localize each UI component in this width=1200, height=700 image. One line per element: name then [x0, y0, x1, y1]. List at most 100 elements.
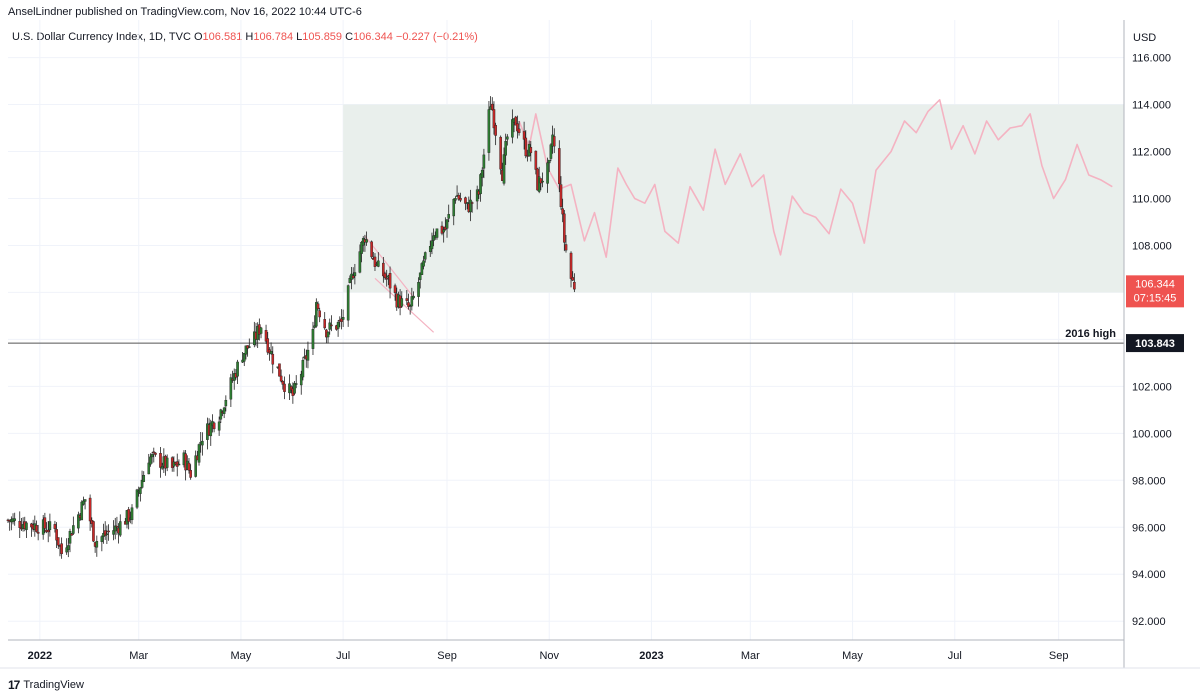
candle-body: [92, 521, 95, 542]
candle-body: [423, 252, 427, 260]
candle-body: [547, 159, 551, 164]
candle: [452, 198, 456, 226]
candle: [113, 517, 117, 540]
candle-body: [571, 277, 575, 281]
candle: [36, 524, 40, 541]
candle-body: [336, 322, 340, 329]
candle-body: [382, 262, 385, 277]
candle: [480, 167, 484, 187]
candle-body: [348, 278, 352, 283]
y-axis-unit: USD: [1133, 32, 1156, 44]
low-value: 105.859: [302, 31, 343, 43]
candle: [149, 453, 152, 467]
candle: [46, 521, 50, 543]
candle: [552, 128, 556, 154]
candle: [127, 506, 130, 530]
candle-body: [236, 361, 239, 377]
candle-body: [197, 444, 201, 463]
candle: [573, 273, 576, 293]
x-tick-label: 2022: [28, 650, 52, 662]
candle-body: [139, 487, 142, 494]
candle: [222, 406, 226, 419]
open-label: O: [193, 31, 203, 43]
candle: [140, 470, 144, 489]
candle: [539, 178, 543, 191]
candle: [77, 511, 80, 534]
candle: [336, 320, 340, 337]
candle: [318, 307, 321, 323]
candle: [487, 100, 491, 161]
candle-body: [259, 327, 263, 334]
candle: [464, 196, 467, 211]
candle-body: [340, 318, 343, 322]
candle: [83, 499, 87, 510]
candle: [278, 363, 281, 377]
candle-body: [360, 242, 363, 254]
candle-body: [517, 128, 521, 134]
candle: [293, 380, 296, 396]
candle-body: [149, 456, 152, 465]
y-tick-label: 114.000: [1132, 100, 1171, 112]
x-tick-label: Jul: [948, 650, 962, 662]
candle: [447, 204, 451, 223]
candle: [326, 331, 330, 344]
candle: [197, 443, 201, 466]
candle-body: [410, 296, 414, 307]
candle: [139, 487, 142, 502]
candle: [18, 511, 22, 538]
change-value: −0.227 (−0.21%): [395, 31, 478, 43]
candle: [55, 522, 58, 548]
candle-body: [457, 195, 461, 200]
candle: [209, 419, 213, 446]
candle-body: [77, 514, 80, 529]
candle-body: [318, 310, 321, 318]
candle: [393, 283, 397, 301]
candle: [311, 321, 315, 355]
candle-body: [217, 421, 221, 431]
candle: [482, 148, 486, 179]
range-zone: [343, 104, 1124, 293]
candle: [407, 293, 410, 310]
candle: [259, 326, 263, 339]
candle-body: [266, 338, 270, 353]
candle: [247, 338, 251, 349]
candle: [479, 172, 482, 202]
candle-body: [264, 330, 268, 342]
candle: [281, 380, 285, 390]
candle-body: [539, 178, 543, 184]
candlestick-series: [6, 96, 576, 559]
candle-body: [557, 148, 561, 185]
candle: [154, 452, 157, 457]
candle-body: [271, 353, 275, 365]
candle: [340, 309, 343, 330]
footer-brand[interactable]: 17 TradingView: [8, 678, 84, 692]
candle-body: [330, 324, 333, 327]
candle: [152, 447, 156, 463]
candle-body: [152, 451, 156, 453]
candle-body: [529, 146, 533, 154]
candle: [454, 196, 457, 204]
candle: [279, 369, 283, 383]
candle-body: [522, 131, 526, 140]
candle-body: [499, 136, 502, 170]
x-tick-label: Jul: [336, 650, 350, 662]
candle-body: [422, 260, 425, 267]
candle: [229, 373, 233, 407]
candle-body: [313, 325, 316, 328]
range-zone-rect: [343, 104, 1124, 293]
candle-body: [537, 176, 541, 192]
level-price-tag: 103.843: [1126, 334, 1184, 353]
candle: [370, 240, 373, 259]
candle: [517, 120, 521, 136]
candle: [236, 359, 239, 384]
symbol-name: U.S. Dollar Currency Index, 1D, TVC: [12, 31, 191, 43]
x-tick-label: May: [231, 650, 252, 662]
candle: [271, 346, 275, 374]
candle: [559, 176, 563, 210]
candle-body: [209, 422, 213, 437]
candle: [266, 331, 270, 355]
x-tick-label: Nov: [539, 650, 559, 662]
level-line-2016-high: 2016 high: [8, 328, 1124, 344]
candle-body: [229, 377, 233, 400]
